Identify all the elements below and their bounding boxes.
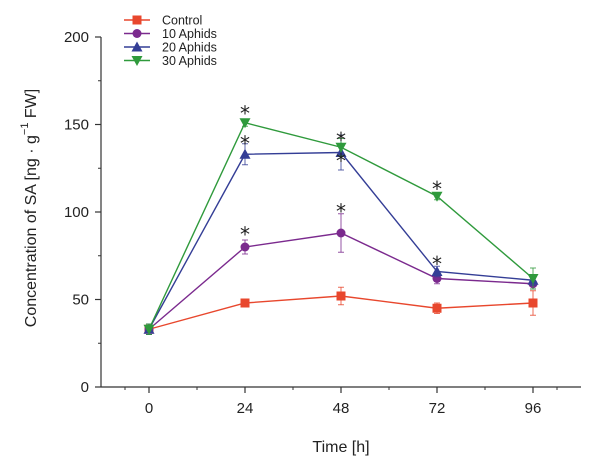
legend-label: Control	[162, 14, 202, 28]
legend-swatch-marker	[132, 15, 142, 25]
legend-label: 10 Aphids	[162, 27, 217, 41]
data-point	[240, 298, 250, 308]
y-axis-title-tail: FW]	[23, 89, 40, 123]
annotations-layer: ********	[240, 102, 442, 277]
series-control	[144, 286, 538, 335]
y-tick-label: 50	[72, 292, 89, 309]
y-axis-title: Concentration of SA [ng · g−1 FW]	[19, 89, 40, 327]
y-tick-label: 0	[81, 379, 89, 396]
x-tick-label: 0	[145, 400, 153, 417]
significance-star: *	[240, 131, 250, 155]
y-tick-label: 100	[64, 204, 89, 221]
legend-item: Control	[124, 14, 202, 28]
legend-item: 10 Aphids	[124, 27, 217, 41]
legend-swatch-marker	[132, 29, 142, 38]
data-point	[431, 266, 443, 276]
significance-star: *	[336, 128, 346, 152]
significance-star: *	[432, 252, 442, 276]
data-point	[336, 228, 346, 238]
x-axis-title: Time [h]	[312, 439, 369, 456]
data-point	[528, 298, 538, 308]
data-point	[239, 118, 251, 129]
data-point	[431, 191, 443, 202]
y-axis-title-superscript: −1	[19, 123, 31, 136]
data-point	[143, 324, 155, 335]
data-point	[335, 142, 347, 153]
axes-layer: 0 50 100 150 200 0 24 48 72 96	[64, 29, 581, 417]
significance-star: *	[336, 149, 346, 173]
legend-item: 30 Aphids	[124, 54, 217, 68]
x-tick-label: 96	[525, 400, 542, 417]
series-layer	[143, 118, 539, 335]
data-point	[240, 242, 250, 252]
x-tick-label: 48	[333, 400, 350, 417]
significance-star: *	[432, 177, 442, 201]
significance-star: *	[336, 200, 346, 224]
legend-swatch-marker	[131, 41, 143, 52]
data-point	[239, 148, 251, 159]
significance-star: *	[240, 222, 250, 246]
data-point	[336, 291, 346, 301]
y-tick-label: 150	[64, 117, 89, 134]
legend-label: 20 Aphids	[162, 41, 217, 55]
data-point	[432, 303, 442, 313]
significance-star: *	[240, 102, 250, 126]
y-axis-title-main: Concentration of SA [ng · g	[23, 135, 40, 327]
x-tick-label: 24	[237, 400, 254, 417]
y-tick-label: 200	[64, 29, 89, 46]
legend-label: 30 Aphids	[162, 54, 217, 68]
series-30-aphids	[143, 118, 539, 335]
legend-swatch-marker	[131, 56, 143, 66]
x-tick-label: 72	[429, 400, 446, 417]
data-point	[527, 274, 539, 284]
legend-item: 20 Aphids	[124, 41, 217, 55]
